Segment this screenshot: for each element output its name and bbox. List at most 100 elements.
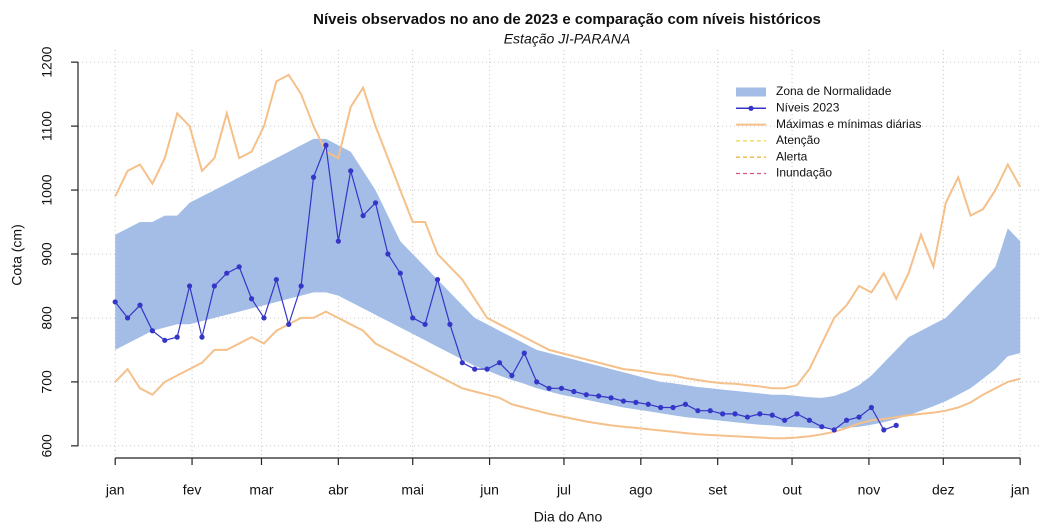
data-point [782, 417, 788, 423]
x-tick-label: ago [629, 482, 653, 498]
data-point [658, 404, 664, 411]
data-point [422, 321, 428, 327]
normal-zone-band [115, 138, 1021, 429]
min-line [114, 310, 1021, 440]
x-tick-label: jan [1010, 482, 1030, 498]
data-point [447, 321, 453, 327]
y-tick-label: 1000 [39, 174, 55, 205]
data-point [335, 238, 341, 244]
data-point [757, 411, 763, 417]
data-point [844, 417, 850, 423]
y-tick-label: 1200 [39, 46, 55, 77]
y-axis-title: Cota (cm) [9, 224, 25, 285]
chart-title: Níveis observados no ano de 2023 e compa… [313, 11, 821, 28]
data-point [286, 321, 292, 327]
data-point [186, 283, 193, 289]
data-point [323, 142, 329, 148]
data-point [583, 392, 589, 398]
data-point [397, 270, 403, 276]
data-point [496, 360, 503, 366]
data-point [707, 408, 713, 414]
data-point [856, 414, 862, 420]
y-tick-label: 600 [39, 434, 55, 458]
data-point [608, 395, 614, 401]
data-point [472, 366, 478, 372]
data-point [521, 350, 527, 356]
legend-swatch [748, 105, 754, 111]
legend-label: Zona de Normalidade [776, 84, 892, 98]
data-point [298, 283, 304, 289]
data-point [893, 422, 899, 428]
data-point [174, 334, 180, 340]
data-point [620, 398, 627, 404]
data-point [484, 366, 490, 372]
data-point [509, 372, 515, 379]
data-point [546, 385, 552, 391]
data-point [831, 427, 837, 433]
x-tick-label: set [708, 482, 727, 498]
data-point [881, 427, 887, 433]
data-point [596, 393, 602, 399]
data-point [385, 251, 391, 257]
data-point [459, 360, 465, 366]
legend-label: Alerta [776, 149, 808, 163]
y-tick-label: 900 [39, 242, 55, 266]
data-point [372, 200, 379, 206]
data-point [124, 315, 131, 321]
data-point [868, 404, 875, 411]
legend-label: Inundação [776, 166, 832, 180]
data-point [410, 315, 416, 321]
x-tick-label: jul [556, 482, 571, 498]
max-line [114, 73, 1022, 390]
series-line [114, 145, 897, 431]
y-tick-label: 800 [39, 306, 55, 330]
data-point [360, 213, 366, 219]
legend-label: Atenção [776, 133, 820, 147]
x-tick-label: dez [932, 482, 955, 498]
data-point [732, 411, 738, 417]
x-tick-label: nov [858, 482, 881, 498]
data-point [224, 270, 230, 276]
data-point [720, 411, 726, 417]
data-point [819, 424, 825, 430]
data-point [199, 334, 205, 340]
data-point [273, 276, 279, 283]
x-tick-label: fev [183, 482, 202, 498]
data-point [248, 296, 255, 302]
data-point [149, 328, 155, 334]
x-tick-label: mar [249, 482, 273, 498]
x-tick-label: mai [401, 482, 424, 498]
x-tick-label: jan [105, 482, 125, 498]
data-point [744, 414, 751, 420]
data-point [261, 315, 267, 321]
data-point [682, 401, 689, 407]
data-point [806, 417, 813, 423]
x-tick-label: out [782, 482, 802, 498]
data-point [645, 401, 651, 407]
data-point [434, 276, 441, 283]
data-point [162, 337, 168, 343]
data-point [571, 388, 577, 395]
legend-label: Máximas e mínimas diárias [776, 117, 921, 131]
data-point [112, 299, 118, 305]
data-point [137, 302, 143, 308]
data-point [310, 174, 317, 180]
x-tick-label: abr [328, 482, 349, 498]
data-point [211, 283, 217, 289]
data-point [794, 411, 800, 417]
data-point [769, 412, 775, 418]
y-tick-label: 1100 [39, 111, 55, 141]
y-tick-label: 700 [39, 370, 55, 394]
data-point [670, 404, 676, 411]
chart-subtitle: Estação JI-PARANA [504, 31, 631, 47]
data-point [236, 264, 242, 270]
data-point [558, 385, 565, 391]
x-tick-label: jun [479, 482, 499, 498]
data-point [534, 379, 540, 385]
data-point [348, 168, 354, 174]
data-point [695, 408, 701, 414]
data-point [633, 399, 639, 405]
x-axis-title: Dia do Ano [534, 509, 603, 525]
legend-label: Níveis 2023 [776, 100, 840, 114]
